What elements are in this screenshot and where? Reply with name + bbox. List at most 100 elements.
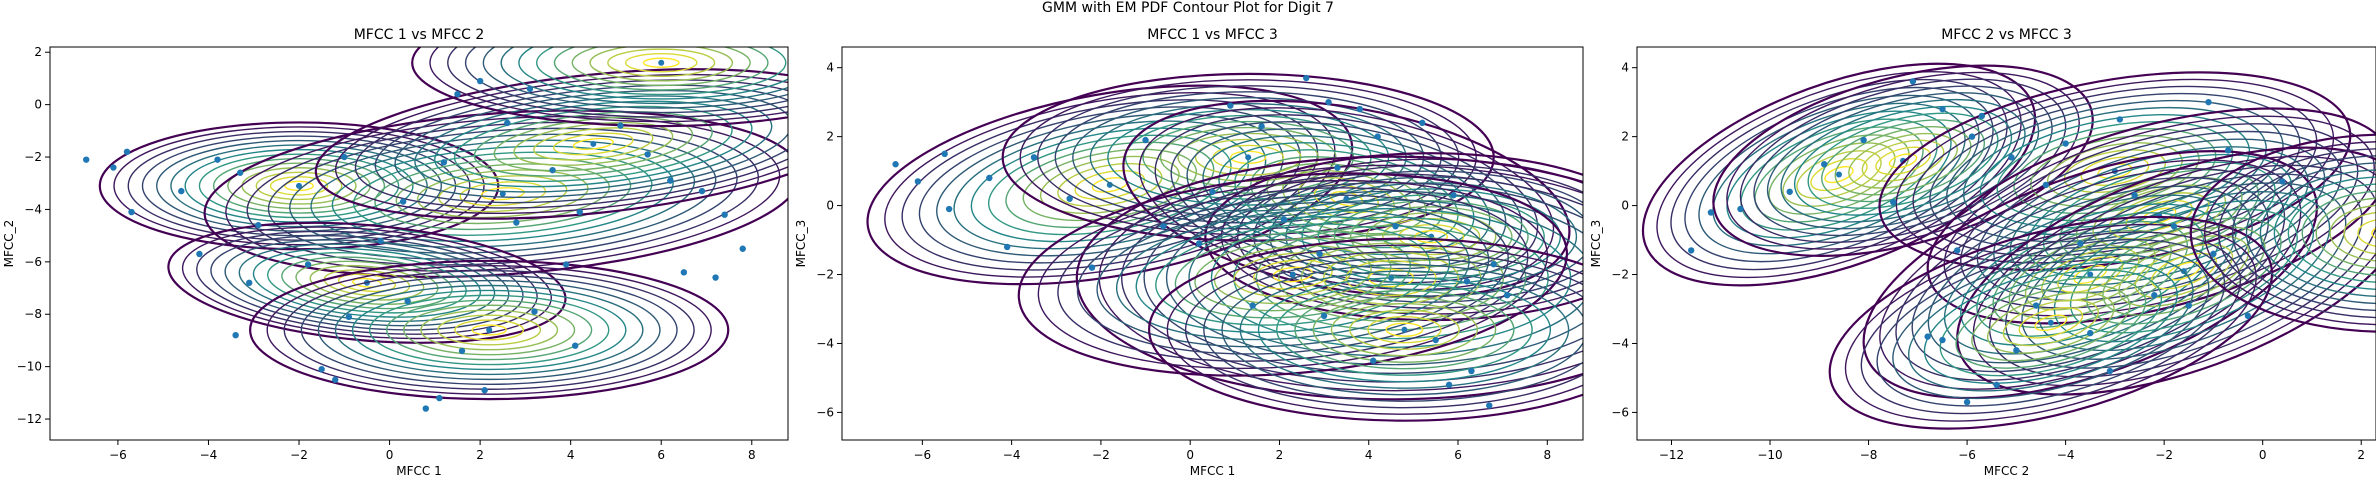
scatter-point	[458, 347, 466, 355]
scatter-point	[1356, 105, 1364, 113]
scatter-point	[83, 156, 90, 163]
contour-line	[1252, 259, 1333, 290]
contour-line	[309, 264, 425, 301]
scatter-point	[377, 237, 384, 245]
contour-line	[1726, 110, 1952, 239]
contour-line	[1005, 141, 1215, 229]
scatter-point	[1316, 250, 1323, 258]
scatter-point	[1939, 105, 1946, 113]
contour-line	[2102, 226, 2266, 316]
y-tick-label: −10	[17, 360, 42, 374]
scatter-point	[1821, 161, 1828, 168]
scatter-point	[110, 164, 117, 171]
contour-line	[1956, 146, 2376, 396]
scatter-point	[1142, 136, 1149, 144]
contour-line	[1138, 107, 1555, 291]
scatter-point	[2013, 347, 2020, 354]
subplot-mfcc1-vs-mfcc3: −6 −4 −2 0 2 4 6 8 −6 −4 −2 0 2 4 MFCC 1 vs MFCC 3 MFCC…	[794, 27, 1584, 478]
contour-line	[1349, 309, 1460, 350]
contour-line	[1257, 276, 1552, 383]
contour-line	[2037, 191, 2331, 352]
y-tick-label: 4	[826, 61, 834, 75]
scatter-point	[914, 178, 922, 185]
contour-line	[1414, 229, 1449, 244]
scatter-point	[1249, 302, 1256, 309]
contour-line	[1278, 233, 1504, 323]
contour-line	[255, 171, 343, 201]
contour-line	[1115, 208, 1470, 341]
contour-line	[2005, 173, 2363, 369]
contour-line	[607, 48, 716, 78]
contour-line	[2141, 207, 2177, 225]
axes-frame	[49, 46, 789, 441]
contour-line	[1022, 148, 1198, 222]
scatter-point	[440, 159, 448, 166]
x-tick-label: −6	[109, 448, 127, 462]
subplot-mfcc1-vs-mfcc2: −6 −4 −2 0 2 4 6 8 −12 −10 −8 −6 −4 −2 0 2 MFCC 1 vs MFC…	[2, 27, 789, 478]
scatter-point	[2087, 329, 2094, 337]
scatter-point	[513, 219, 520, 226]
gmm-component-contours	[1878, 71, 2352, 271]
scatter-point	[1392, 223, 1399, 230]
contour-line	[1385, 322, 1424, 337]
scatter-point	[1707, 209, 1715, 216]
contour-line	[1166, 244, 1583, 415]
contour-line	[225, 115, 781, 272]
contour-line	[1955, 276, 2147, 369]
contour-line	[352, 277, 382, 288]
scatter-point	[2106, 367, 2114, 375]
scatter-point	[2279, 178, 2286, 185]
contour-line	[1962, 106, 2267, 236]
gmm-component-contours	[411, 47, 788, 128]
scatter-point	[1227, 102, 1234, 109]
contour-line	[2371, 227, 2376, 239]
contour-line	[2329, 204, 2376, 262]
y-axis-label: MFCC_3	[794, 220, 808, 268]
contour-line	[246, 121, 760, 266]
gmm-component-contours	[249, 259, 730, 401]
plot-area	[1641, 62, 2376, 430]
axes-frame	[841, 46, 1584, 441]
contour-line	[1194, 237, 1392, 312]
y-tick-label: 4	[1621, 61, 1629, 75]
x-tick-label: −2	[290, 448, 308, 462]
contour-line	[2301, 190, 2376, 276]
contour-line	[1276, 283, 1533, 376]
x-tick-label: −4	[2057, 448, 2075, 462]
contour-line	[2134, 243, 2234, 299]
component-mean-point	[486, 326, 493, 333]
contour-line	[1726, 71, 2080, 250]
scatter-point	[698, 187, 706, 195]
scatter-point	[481, 387, 488, 394]
y-tick-label: 0	[826, 199, 834, 213]
y-tick-label: −4	[816, 336, 834, 350]
contour-line	[1929, 92, 2301, 250]
scatter-point	[739, 245, 746, 252]
scatter-points	[83, 77, 746, 412]
scatter-point	[454, 90, 461, 98]
contour-line	[2086, 217, 2282, 325]
contour-line	[459, 181, 547, 207]
scatter-point	[1503, 292, 1511, 299]
x-tick-label: 0	[1186, 448, 1194, 462]
contour-line	[252, 247, 482, 318]
contour-line	[536, 47, 787, 96]
x-tick-label: −2	[1092, 448, 1110, 462]
contour-line	[317, 279, 661, 381]
contour-line	[1297, 177, 1395, 221]
scatter-point	[2210, 250, 2217, 258]
scatter-point	[1325, 98, 1332, 106]
contour-line	[2034, 314, 2068, 332]
x-tick-label: 8	[748, 448, 756, 462]
scatter-point	[1160, 223, 1167, 230]
scatter-point	[2077, 240, 2084, 247]
scatter-point	[892, 161, 899, 168]
gmm-component-contours	[2189, 133, 2376, 333]
contour-line	[1996, 121, 2234, 222]
scatter-point	[1993, 381, 2000, 389]
scatter-point	[422, 405, 429, 412]
scatter-point	[1450, 192, 1457, 199]
contour-line	[1907, 254, 2194, 392]
scatter-point	[504, 119, 511, 127]
contour-line	[2024, 238, 2156, 311]
